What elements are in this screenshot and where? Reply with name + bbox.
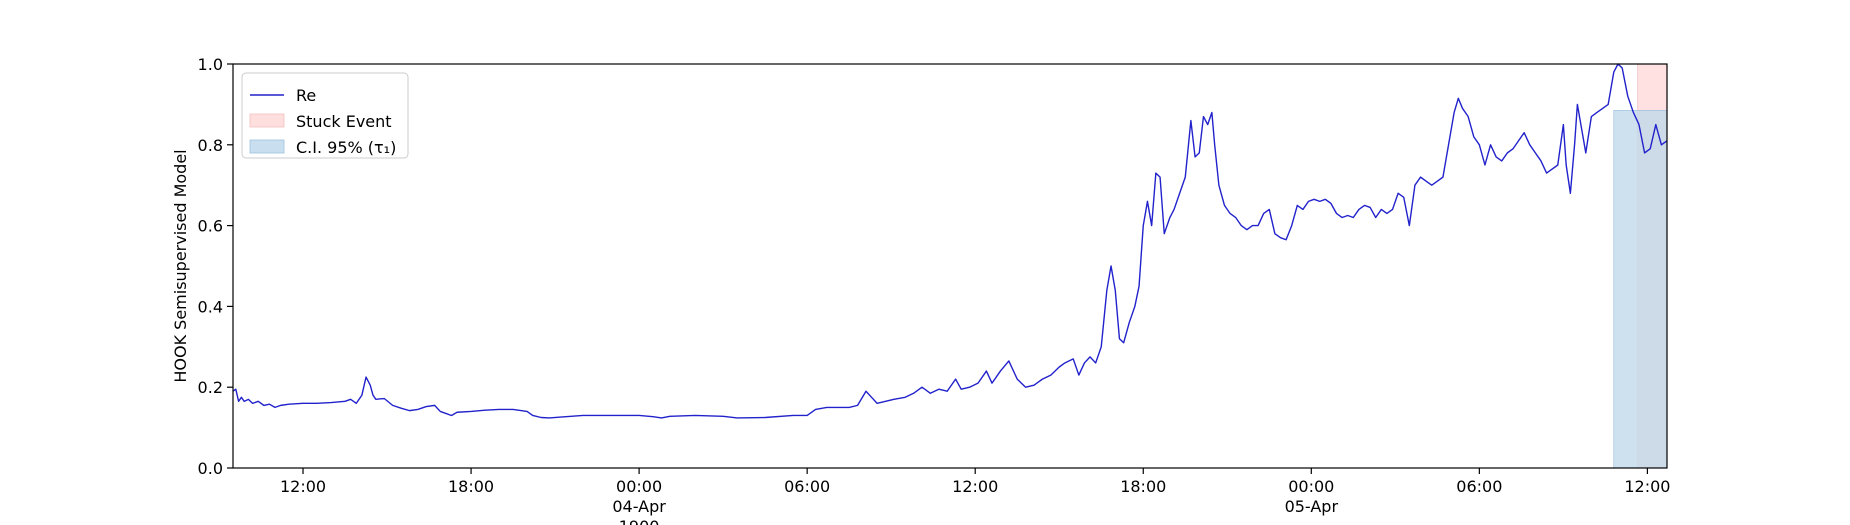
- legend-label: Stuck Event: [296, 112, 392, 131]
- y-axis: 0.0 0.2 0.4 0.6 0.8 1.0: [198, 55, 233, 478]
- x-tick-label: 18:00: [1120, 477, 1166, 496]
- x-tick-label: 00:00: [1288, 477, 1334, 496]
- y-tick-label: 0.0: [198, 459, 223, 478]
- series-layer: [232, 63, 1668, 419]
- y-tick-label: 0.6: [198, 217, 223, 236]
- y-axis-label: HOOK Semisupervised Model: [171, 149, 190, 382]
- x-tick-label: 1900: [619, 517, 660, 525]
- x-axis: 12:0018:0000:0004-Apr190006:0012:0018:00…: [280, 468, 1670, 525]
- x-tick-label: 12:00: [952, 477, 998, 496]
- x-tick-label: 12:00: [1624, 477, 1670, 496]
- plot-frame: [232, 63, 1668, 469]
- legend-swatch-patch: [249, 113, 285, 128]
- y-tick-label: 0.2: [198, 378, 223, 397]
- x-tick-label: 04-Apr: [612, 497, 666, 516]
- x-tick-label: 05-Apr: [1285, 497, 1339, 516]
- x-tick-label: 12:00: [280, 477, 326, 496]
- y-tick-label: 1.0: [198, 55, 223, 74]
- span-c-i-95: [1613, 110, 1668, 469]
- legend-swatch-patch: [249, 139, 285, 154]
- y-tick-label: 0.4: [198, 297, 223, 316]
- legend: Re Stuck Event C.I. 95% (τ₁): [241, 72, 409, 159]
- legend-label: C.I. 95% (τ₁): [296, 138, 396, 157]
- x-tick-label: 06:00: [1456, 477, 1502, 496]
- series-line-re: [232, 63, 1668, 419]
- span-layer: [1613, 63, 1668, 469]
- legend-label: Re: [296, 86, 316, 105]
- x-tick-label: 00:00: [616, 477, 662, 496]
- y-tick-label: 0.8: [198, 136, 223, 155]
- x-tick-label: 06:00: [784, 477, 830, 496]
- x-tick-label: 18:00: [448, 477, 494, 496]
- legend-box: [241, 72, 409, 159]
